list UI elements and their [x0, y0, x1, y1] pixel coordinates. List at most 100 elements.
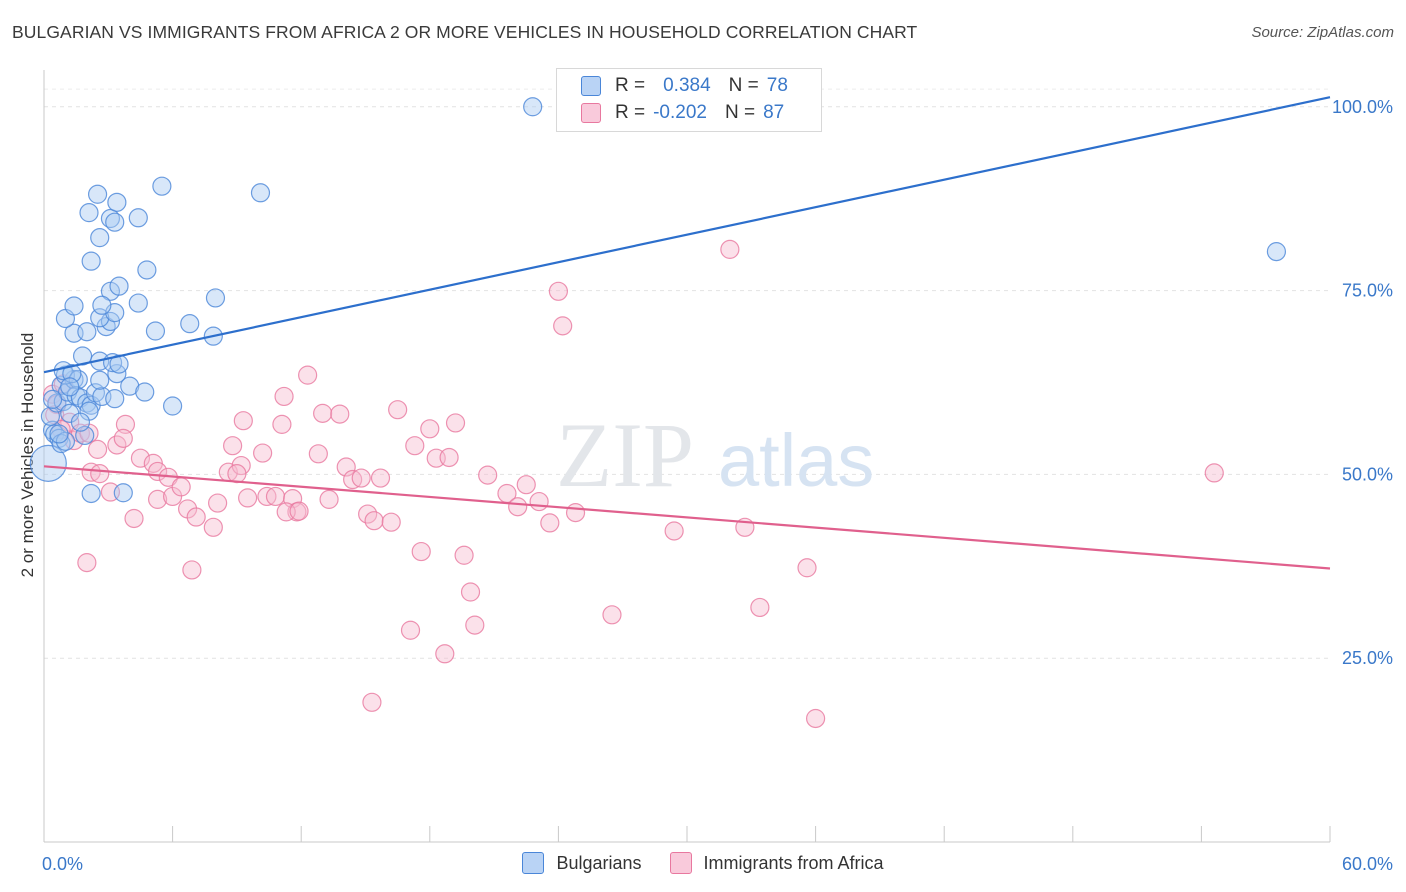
- point-bulgarians-46: [180, 314, 200, 334]
- point-immigrants-12: [113, 428, 133, 448]
- point-bulgarians-27: [107, 364, 127, 384]
- legend-r-value: 0.384: [663, 75, 711, 96]
- correlation-legend: R = 0.384 N = 78 R = -0.202 N = 87: [556, 68, 822, 132]
- point-immigrants-47: [330, 404, 350, 424]
- point-immigrants-34: [253, 443, 273, 463]
- point-immigrants-79: [805, 708, 826, 729]
- point-bulgarians-22: [85, 383, 106, 403]
- point-immigrants-13: [130, 448, 151, 468]
- legend-n-value: 78: [766, 75, 788, 96]
- point-immigrants-50: [351, 468, 371, 488]
- point-bulgarians-38: [64, 296, 84, 316]
- point-immigrants-55: [388, 400, 408, 420]
- legend-label-immigrants: Immigrants from Africa: [703, 852, 884, 873]
- point-immigrants-63: [460, 582, 481, 602]
- point-bulgarians-36: [100, 311, 121, 332]
- watermark: ZIP atlas: [556, 404, 874, 506]
- point-immigrants-19: [124, 508, 144, 529]
- point-immigrants-53: [370, 468, 391, 488]
- point-immigrants-81: [478, 465, 498, 485]
- legend-row-immigrants: R = -0.202 N = 87: [581, 101, 784, 125]
- point-bulgarians-39: [90, 308, 110, 328]
- legend-r-label: R =: [615, 75, 646, 96]
- legend-r-label: R =: [615, 102, 646, 123]
- point-bulgarians-56: [87, 184, 108, 204]
- point-immigrants-43: [298, 365, 318, 385]
- point-bulgarians-44: [128, 293, 148, 313]
- legend-n-label: N =: [724, 102, 756, 123]
- point-immigrants-23: [171, 477, 191, 497]
- point-immigrants-85: [77, 553, 97, 573]
- point-immigrants-69: [540, 513, 560, 533]
- point-bulgarians-60: [113, 483, 133, 503]
- point-immigrants-82: [435, 644, 455, 664]
- point-immigrants-67: [516, 475, 536, 495]
- grid-lines: [44, 88, 1330, 659]
- point-immigrants-68: [529, 491, 549, 512]
- point-bulgarians-52: [79, 203, 99, 223]
- point-immigrants-33: [238, 488, 258, 508]
- point-immigrants-77: [750, 597, 770, 618]
- legend-swatch-pink: [581, 103, 601, 123]
- point-bulgarians-49: [81, 251, 101, 271]
- point-immigrants-31: [227, 464, 247, 484]
- point-bulgarians-61: [81, 483, 101, 504]
- point-immigrants-58: [420, 419, 440, 439]
- point-immigrants-45: [313, 403, 333, 423]
- x-tick-label-0: 0.0%: [42, 854, 83, 874]
- point-immigrants-70: [548, 281, 569, 301]
- point-bulgarians-68: [42, 389, 63, 409]
- point-immigrants-64: [465, 615, 485, 635]
- point-immigrants-71: [553, 316, 573, 336]
- point-bulgarians-62: [523, 97, 543, 117]
- legend-item-bulgarians: Bulgarians: [522, 852, 642, 874]
- point-bulgarians-67: [90, 370, 110, 390]
- trend-line-immigrants: [43, 465, 1331, 570]
- point-immigrants-17: [90, 464, 110, 484]
- legend-item-immigrants: Immigrants from Africa: [669, 852, 884, 874]
- point-immigrants-72: [565, 503, 586, 523]
- point-immigrants-52: [364, 511, 384, 531]
- legend-row-bulgarians: R = 0.384 N = 78: [581, 74, 788, 98]
- watermark-zip: ZIP: [556, 404, 694, 506]
- point-immigrants-75: [720, 239, 740, 259]
- point-immigrants-60: [439, 447, 459, 468]
- legend-swatch-pink: [669, 852, 692, 874]
- point-immigrants-37: [272, 414, 292, 434]
- point-immigrants-25: [186, 507, 206, 527]
- point-bulgarians-66: [60, 377, 80, 397]
- point-immigrants-73: [602, 605, 622, 625]
- point-bulgarians-24: [105, 389, 125, 409]
- x-tick-label-1: 60.0%: [1342, 854, 1393, 874]
- point-immigrants-38: [274, 386, 294, 407]
- point-bulgarians-57: [107, 192, 127, 212]
- y-tick-label-3: 100.0%: [1332, 97, 1393, 117]
- point-immigrants-84: [362, 692, 382, 712]
- series-bulgarians-points: [29, 97, 1287, 504]
- point-immigrants-27: [208, 493, 228, 513]
- point-immigrants-54: [381, 512, 401, 532]
- point-immigrants-61: [445, 413, 466, 433]
- y-tick-label-0: 25.0%: [1342, 648, 1393, 668]
- y-tick-label-2: 75.0%: [1342, 281, 1393, 301]
- chart-source: Source: ZipAtlas.com: [1251, 24, 1394, 41]
- point-bulgarians-69: [70, 412, 91, 432]
- point-immigrants-78: [797, 558, 817, 578]
- legend-r-value: -0.202: [653, 102, 707, 123]
- trend-lines: [43, 96, 1331, 570]
- point-immigrants-62: [454, 545, 474, 565]
- point-immigrants-9: [87, 439, 108, 459]
- point-bulgarians-6: [55, 431, 76, 451]
- trend-line-bulgarians: [43, 96, 1331, 374]
- point-bulgarians-51: [90, 228, 110, 248]
- point-bulgarians-55: [128, 208, 148, 228]
- point-immigrants-56: [405, 436, 425, 456]
- point-bulgarians-0: [29, 444, 67, 482]
- point-bulgarians-42: [92, 295, 112, 315]
- point-bulgarians-48: [205, 288, 226, 308]
- tick-labels: 25.0% 50.0% 75.0% 100.0% 0.0% 60.0%: [42, 97, 1393, 874]
- point-immigrants-29: [223, 436, 243, 456]
- point-immigrants-11: [115, 414, 136, 434]
- point-bulgarians-58: [152, 176, 172, 196]
